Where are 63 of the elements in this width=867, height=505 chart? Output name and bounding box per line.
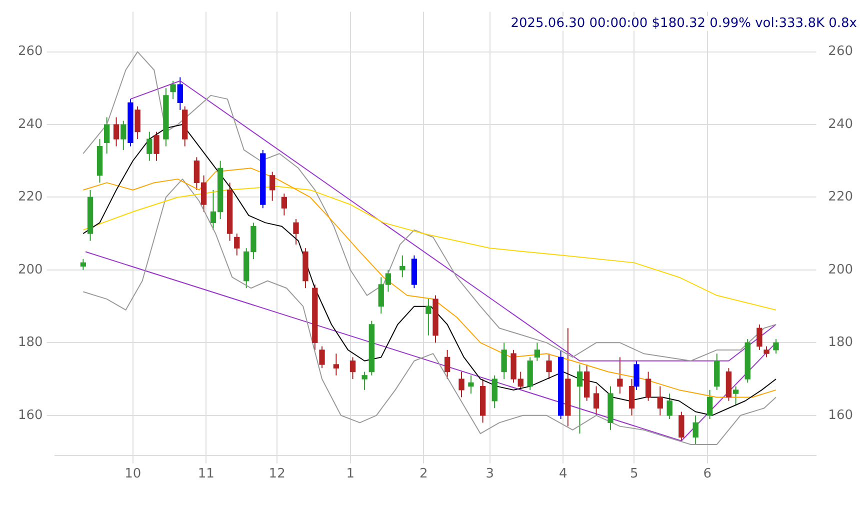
y2-tick-label: 220 [828,190,854,205]
candlestick [576,364,583,434]
candlestick [634,360,640,390]
y-tick-label: 160 [18,408,43,423]
x-tick-label: 6 [703,466,712,482]
chart-title: 2025.06.30 00:00:00 $180.32 0.99% vol:333.8K 0.8x [510,16,857,31]
x-tick-label: 4 [559,466,568,482]
candlestick [134,106,140,140]
candlestick [333,353,340,376]
y2-tick-label: 240 [828,116,854,132]
candlestick [281,193,287,216]
x-tick-label: 11 [198,466,214,482]
candlestick [534,342,540,362]
y-tick-label: 180 [18,335,43,350]
candlestick [293,218,299,246]
y-tick-label: 260 [18,44,43,60]
x-tick-label: 5 [630,466,638,482]
x-tick-label: 2 [420,466,428,482]
y-tick-label: 240 [18,116,43,132]
y-tick-label: 200 [18,262,43,278]
candlestick [657,386,663,416]
x-tick-label: 1 [346,466,355,482]
candlestick [113,116,120,147]
candlestick [645,371,652,402]
candlestick [362,371,368,390]
candlestick [444,349,450,380]
candlestick [234,233,240,256]
candlestick [350,356,356,380]
x-tick-label: 12 [268,466,286,482]
candlestick [104,116,110,154]
candlestick [764,346,770,358]
candlestick [80,258,86,270]
y2-tick-label: 180 [828,335,854,350]
candlestick [692,414,698,445]
y2-tick-label: 160 [828,408,854,423]
candlestick [492,374,498,409]
candlestick [177,76,183,110]
candlestick [120,120,126,150]
candlestick [593,386,600,416]
candlestick [732,386,739,405]
candlestick [678,411,684,442]
candlestick [170,80,176,100]
candlestick [468,374,474,394]
y2-tick-label: 260 [828,44,854,60]
candlestick [546,353,552,380]
candlestick [270,171,276,202]
candlestick [319,346,325,369]
candlestick [628,378,635,416]
candlestick [426,298,432,336]
candlestick [400,254,406,278]
y2-tick-label: 200 [828,262,854,278]
candlestick [501,342,507,380]
candlestick [706,389,713,420]
candlestick [458,371,464,398]
x-tick-label: 3 [486,466,494,482]
y-tick-label: 220 [18,190,43,205]
x-tick-label: 10 [124,466,142,482]
candlestick [154,131,160,162]
candlestick [666,393,672,420]
candlestick [617,356,623,394]
candlestick [146,131,152,162]
candlestick [773,338,779,354]
candlestick [756,324,762,350]
